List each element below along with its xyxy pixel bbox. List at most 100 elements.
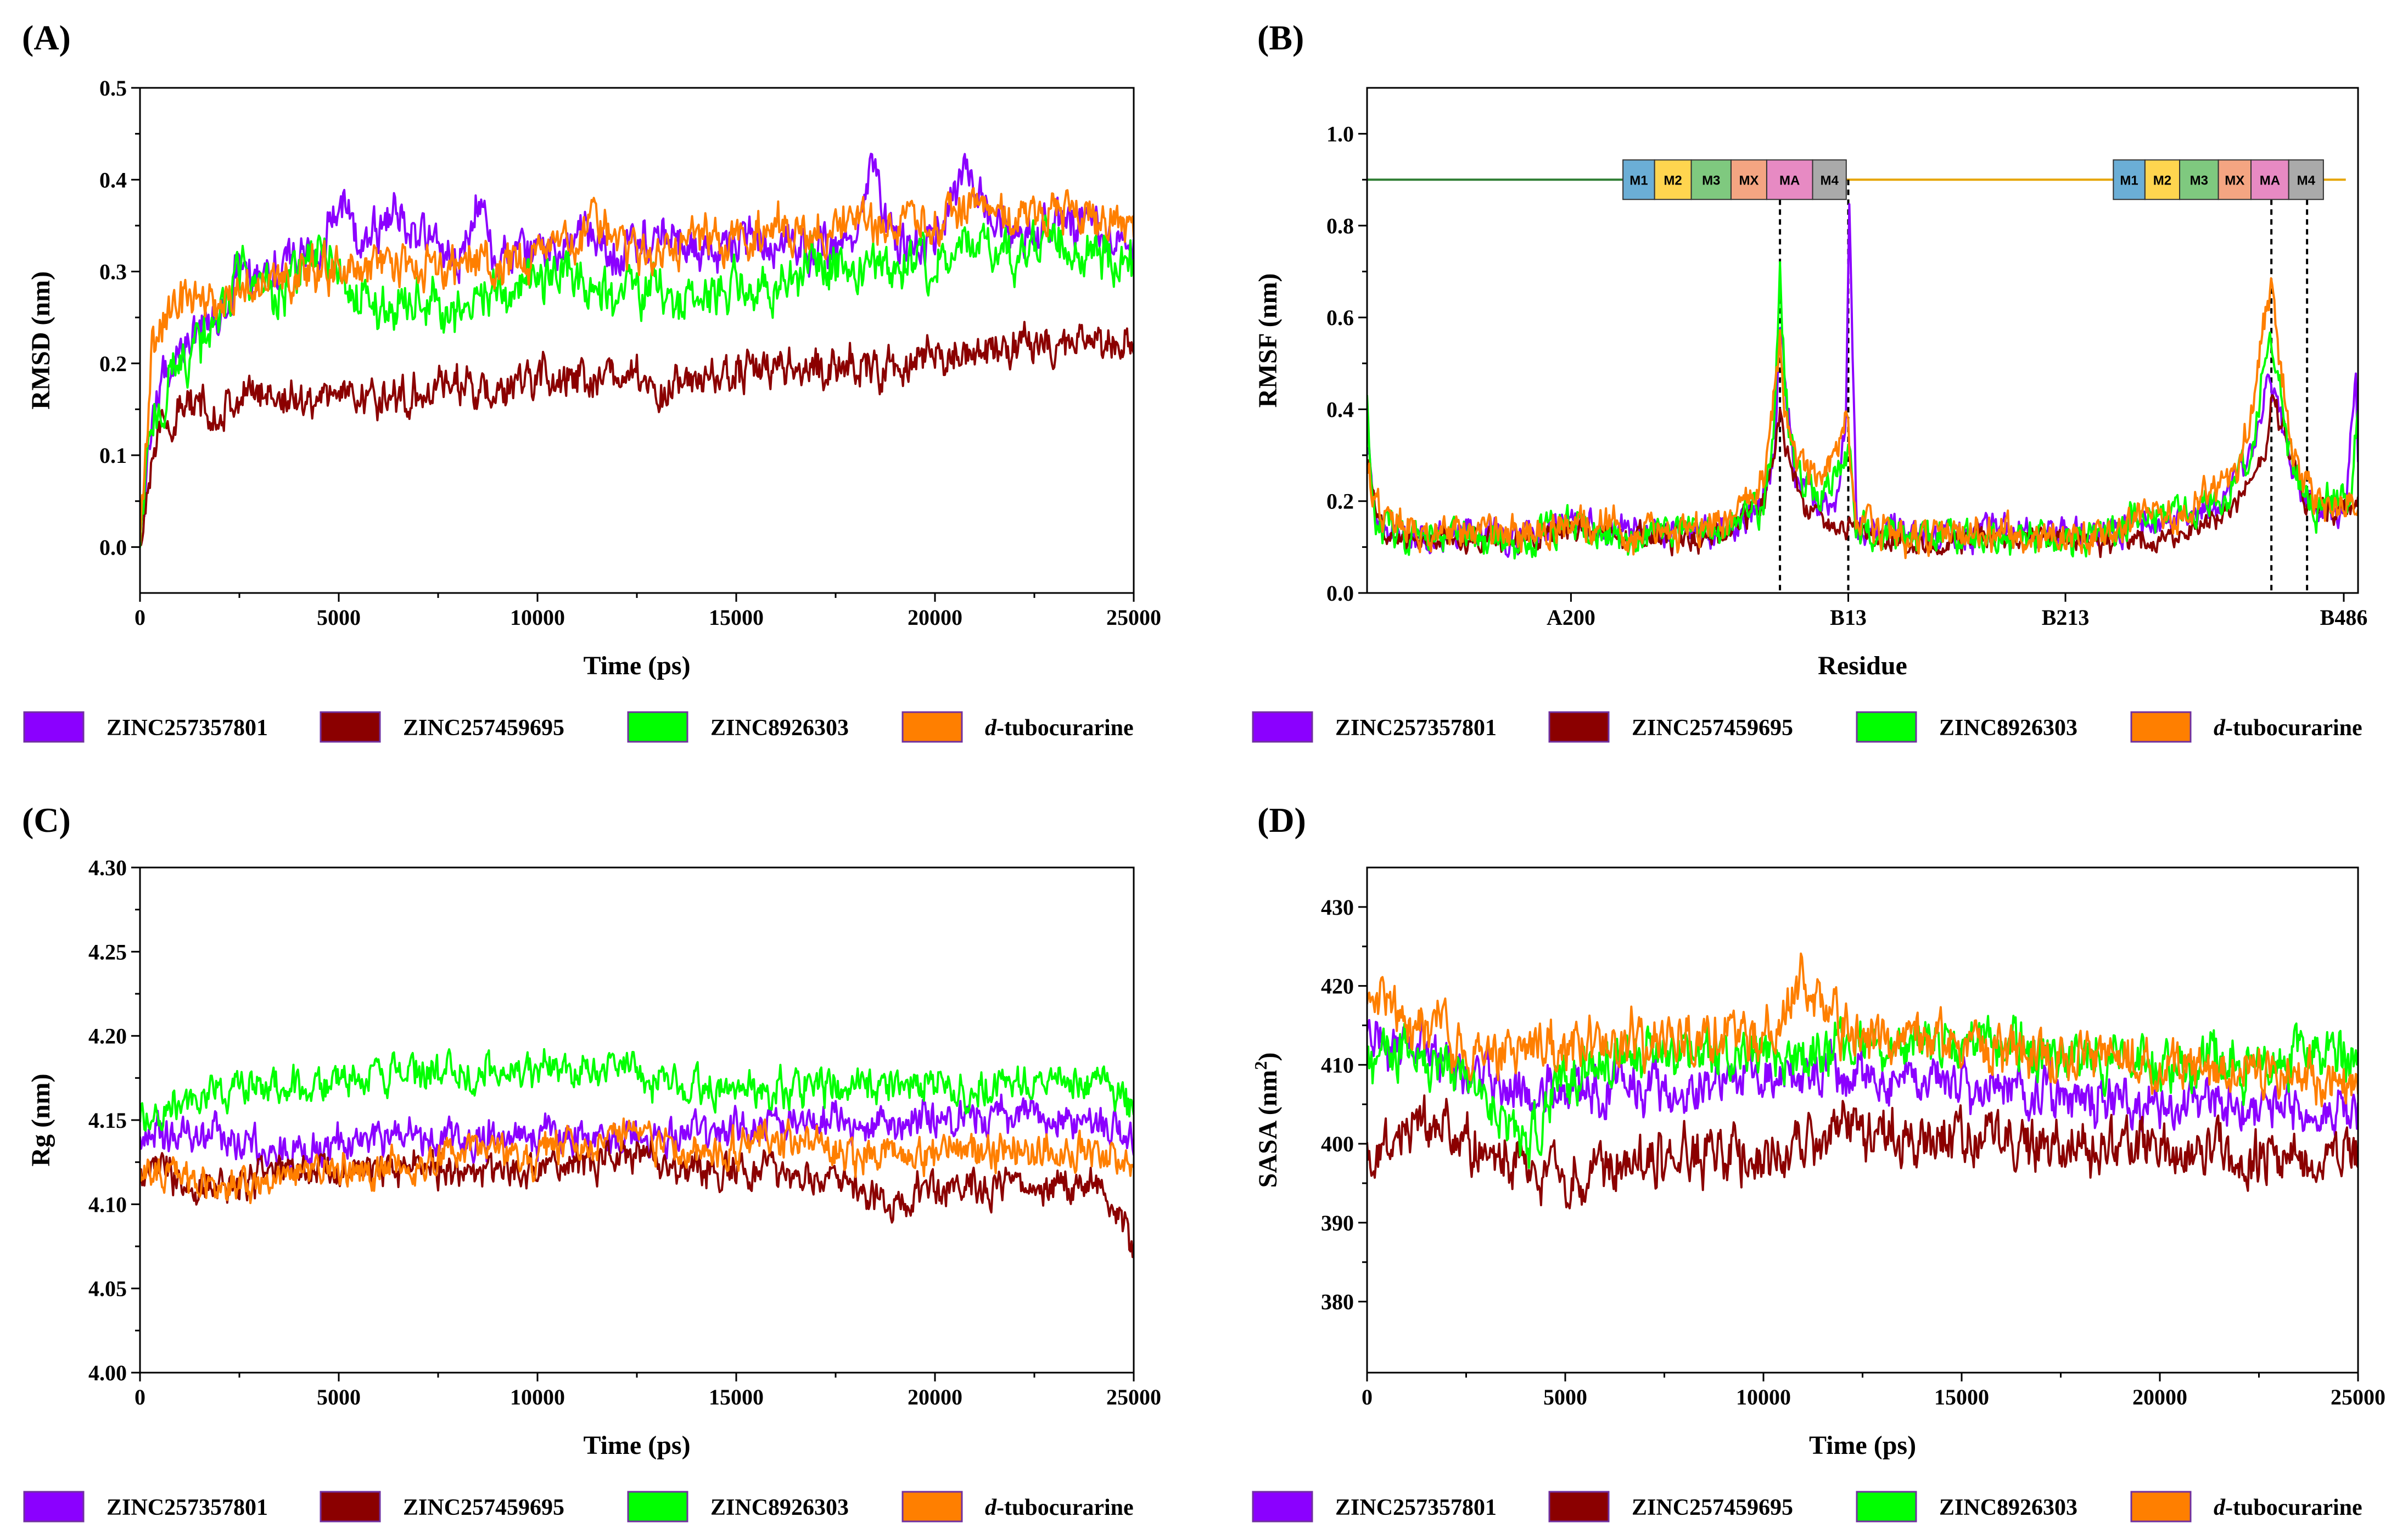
y-tick-label: 390 [1321,1211,1354,1235]
x-tick-label: 5000 [317,1385,361,1409]
legend-swatch [1548,1491,1610,1523]
x-tick-label: 0 [135,605,145,630]
domain-label-M2: M2 [2153,173,2171,188]
series-line-ZINC257357801 [140,153,1134,545]
x-tick-label: 20000 [908,605,962,630]
legend-swatch [2130,1491,2192,1523]
domain-label-M3: M3 [2190,173,2208,188]
domain-box-MA [1766,159,1813,200]
domain-box-M4 [2288,159,2324,200]
legend-label: ZINC8926303 [710,1495,849,1520]
legend-label: ZINC257357801 [1335,715,1497,741]
legend-swatch [627,1491,688,1523]
panel-label: (C) [22,801,71,840]
legend-swatch [1548,711,1610,743]
x-tick-label: 20000 [908,1385,962,1409]
y-axis-title: Rg (nm) [26,1073,55,1166]
chart-panel-A: (A) 0 5000 10000 15000 20000 25000 0.0 0.1 0.2 0.3… [22,18,1161,743]
legend-swatch [320,1491,381,1523]
legend-swatch [1856,711,1917,743]
plot-frame [1366,87,2359,594]
legend-label: ZINC257459695 [403,1495,564,1520]
legend-label: ZINC257459695 [403,715,564,741]
legend-label: ZINC257459695 [1632,715,1793,741]
y-tick-label: 400 [1321,1132,1354,1156]
legend-label-italic: d [2214,1495,2226,1520]
panel-label: (A) [22,18,71,57]
legend-label: ZINC257357801 [107,1495,268,1520]
domain-box-M4 [1812,159,1847,200]
domain-box-MA [2250,159,2289,200]
legend-label-rest: -tubocurarine [2225,1495,2362,1520]
x-tick-label: 0 [1362,1385,1373,1409]
panel-label: (B) [1257,18,1304,57]
legend-label: ZINC257357801 [107,715,268,741]
legend-label: ZINC257357801 [1335,1495,1497,1520]
legend-swatch [627,711,688,743]
domain-label-M2: M2 [1664,173,1682,188]
legend-swatch [1856,1491,1917,1523]
y-tick-label: 0.4 [1326,397,1354,422]
legend-label-rest: -tubocurarine [996,715,1134,741]
series-line-ZINC8926303 [140,1048,1134,1132]
y-axis-title: SASA (nm2) [1251,1053,1283,1188]
domain-label-MA: MA [2260,173,2280,188]
y-tick-label: 420 [1321,974,1354,999]
y-tick-label: 4.05 [88,1277,127,1301]
legend-swatch [23,1491,85,1523]
domain-box-M1 [2113,159,2146,200]
x-tick-label: 20000 [2132,1385,2187,1409]
legend-label: d-tubocurarine [2214,1495,2362,1520]
legend-swatch [320,711,381,743]
series-line-ZINC257357801 [1367,1018,2358,1137]
series-line-d-tubocurarine [140,187,1134,542]
x-axis-title: Time (ps) [1809,1431,1916,1460]
x-axis-title: Time (ps) [583,1431,690,1460]
series-line-d-tubocurarine [1367,277,2358,559]
chart-panel-D: (D) 0 5000 10000 15000 20000 25000 380 390 400 410… [1251,801,2385,1523]
x-tick-label: 10000 [510,605,565,630]
legend-swatch [1252,711,1313,743]
series-group [1367,203,2358,559]
y-tick-label: 0.1 [99,443,127,468]
legend-swatch [901,711,963,743]
legend-label: ZINC257459695 [1632,1495,1793,1520]
domain-label-M3: M3 [1702,173,1720,188]
domain-label-MA: MA [1779,173,1800,188]
x-axis-title: Residue [1818,651,1907,680]
y-axis-title-end: ) [1253,1053,1283,1061]
legend-swatch [2130,711,2192,743]
series-line-ZINC257459695 [140,1139,1134,1258]
y-axis-title-base: SASA (nm [1253,1070,1283,1188]
legend-label: ZINC8926303 [1939,1495,2077,1520]
x-tick-label: 10000 [510,1385,565,1409]
y-tick-label: 0.4 [99,167,127,192]
domain-box-M3 [1690,159,1732,200]
domain-label-M4: M4 [1820,173,1839,188]
y-tick-label: 4.10 [88,1192,127,1217]
y-tick-label: 0.3 [99,260,127,284]
x-tick-label: 15000 [709,1385,764,1409]
x-tick-label: 25000 [1106,1385,1161,1409]
legend-label-italic: d [985,715,997,741]
x-tick-label: 15000 [709,605,764,630]
domain-label-M4: M4 [2297,173,2316,188]
legend-label-rest: -tubocurarine [996,1495,1134,1520]
y-tick-label: 1.0 [1326,122,1354,147]
x-tick-label: 10000 [1736,1385,1791,1409]
y-tick-label: 380 [1321,1290,1354,1314]
series-line-d-tubocurarine [140,1117,1134,1205]
y-tick-label: 0.0 [1326,581,1354,606]
legend-label-italic: d [2214,715,2226,741]
x-tick-label: 25000 [2331,1385,2385,1409]
y-tick-label: 0.2 [1326,489,1354,514]
y-tick-label: 0.6 [1326,305,1354,330]
x-tick-label: 15000 [1934,1385,1989,1409]
x-tick-label: 5000 [1543,1385,1587,1409]
domain-box-M2 [1654,159,1692,200]
legend-label: ZINC8926303 [710,715,849,741]
series-group [1367,952,2358,1210]
legend-label-italic: d [985,1495,997,1520]
y-axis-title: RMSF (nm) [1253,273,1283,408]
